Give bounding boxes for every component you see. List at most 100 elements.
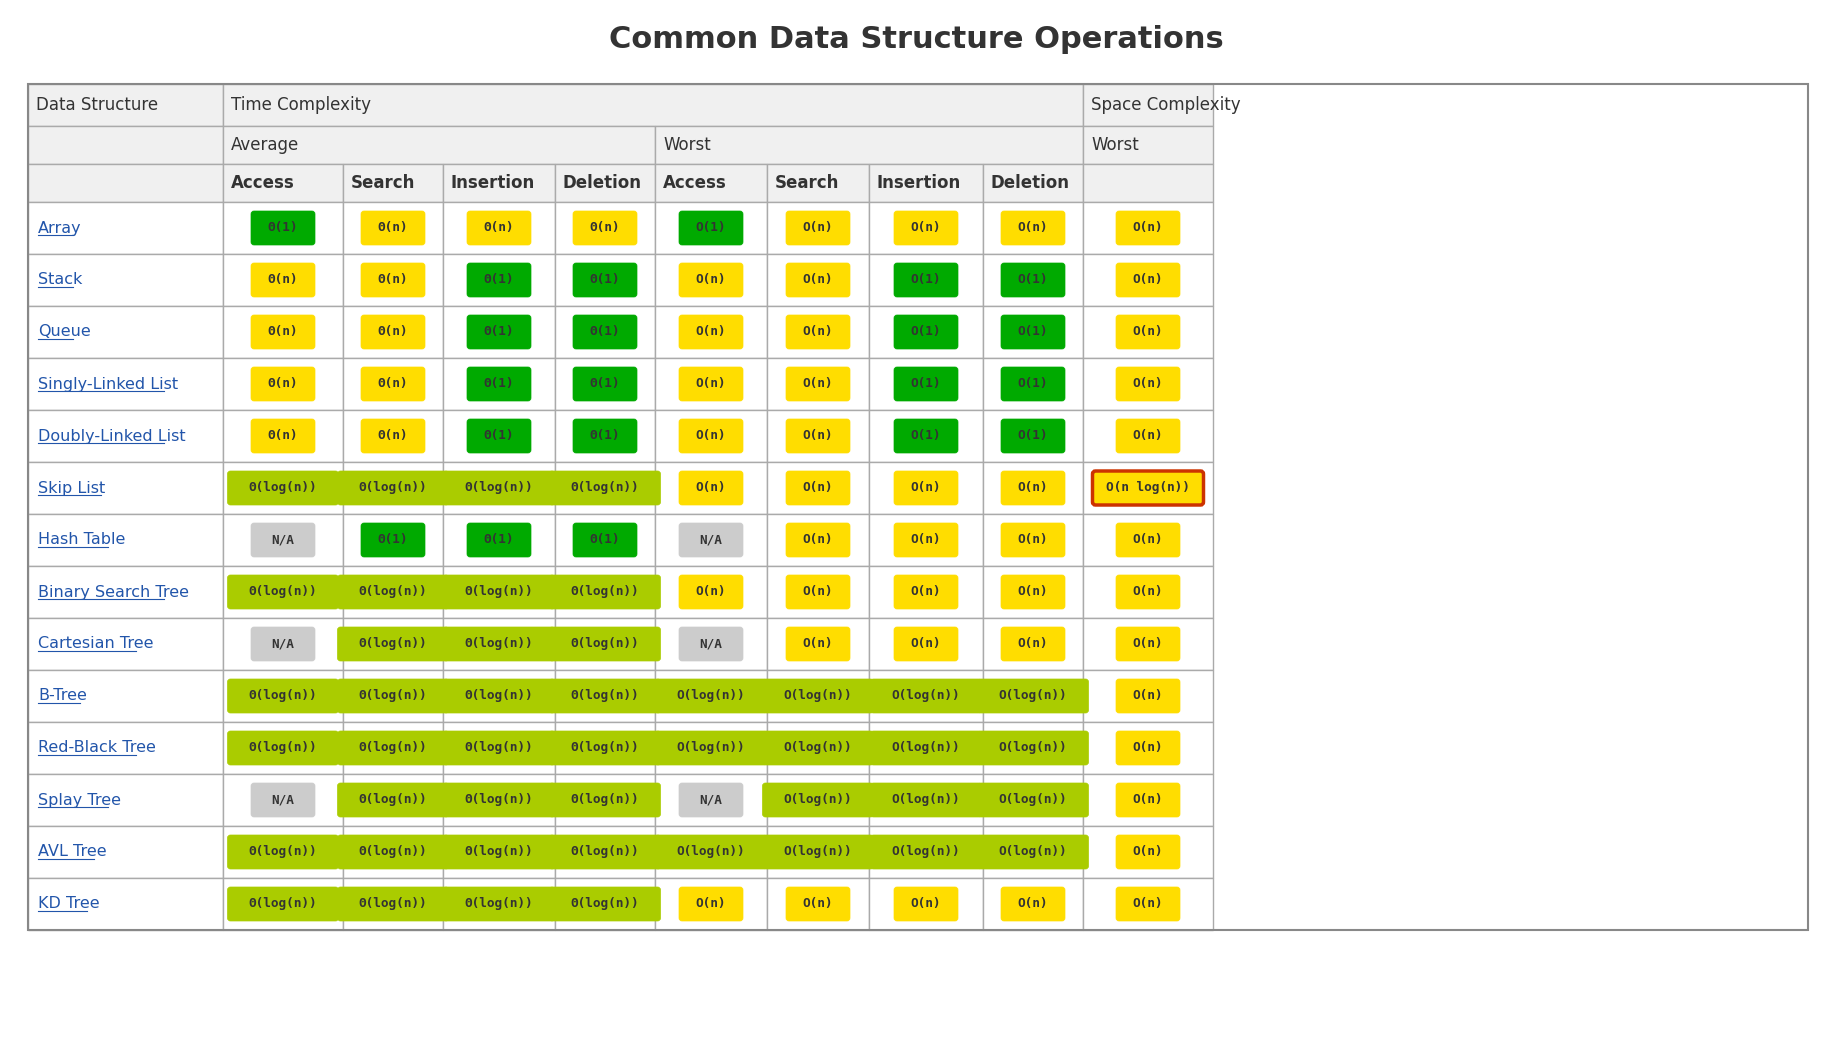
Text: O(log(n)): O(log(n)): [676, 845, 746, 858]
Text: Skip List: Skip List: [38, 480, 104, 495]
FancyBboxPatch shape: [868, 670, 982, 722]
Text: O(n): O(n): [696, 274, 725, 286]
FancyBboxPatch shape: [1083, 878, 1213, 930]
Text: N/A: N/A: [271, 534, 295, 547]
FancyBboxPatch shape: [1083, 84, 1213, 126]
FancyBboxPatch shape: [982, 618, 1083, 670]
FancyBboxPatch shape: [678, 315, 742, 349]
FancyBboxPatch shape: [894, 471, 958, 505]
Text: Θ(log(n)): Θ(log(n)): [359, 793, 427, 807]
Text: O(n): O(n): [911, 221, 942, 235]
FancyBboxPatch shape: [443, 164, 555, 202]
Text: O(log(n)): O(log(n)): [890, 742, 960, 754]
Text: Θ(log(n)): Θ(log(n)): [570, 793, 639, 807]
FancyBboxPatch shape: [868, 566, 982, 618]
FancyBboxPatch shape: [976, 731, 1088, 765]
FancyBboxPatch shape: [443, 878, 555, 930]
Text: O(log(n)): O(log(n)): [784, 845, 852, 858]
FancyBboxPatch shape: [443, 783, 555, 817]
FancyBboxPatch shape: [550, 887, 660, 921]
Text: N/A: N/A: [271, 793, 295, 807]
FancyBboxPatch shape: [224, 618, 343, 670]
FancyBboxPatch shape: [550, 575, 660, 609]
FancyBboxPatch shape: [766, 254, 868, 306]
Text: Θ(log(n)): Θ(log(n)): [465, 481, 533, 494]
Text: O(n): O(n): [802, 325, 834, 339]
Text: O(n): O(n): [1132, 742, 1163, 754]
FancyBboxPatch shape: [224, 462, 343, 514]
Text: Θ(n): Θ(n): [377, 378, 409, 390]
FancyBboxPatch shape: [343, 514, 443, 566]
FancyBboxPatch shape: [766, 358, 868, 410]
FancyBboxPatch shape: [654, 774, 766, 826]
FancyBboxPatch shape: [786, 575, 850, 609]
Text: KD Tree: KD Tree: [38, 897, 99, 912]
Text: Θ(1): Θ(1): [590, 534, 619, 547]
Text: Θ(n): Θ(n): [267, 325, 299, 339]
FancyBboxPatch shape: [1083, 670, 1213, 722]
FancyBboxPatch shape: [443, 202, 555, 254]
Text: O(1): O(1): [911, 325, 942, 339]
FancyBboxPatch shape: [467, 315, 531, 349]
Text: O(1): O(1): [1017, 429, 1048, 443]
FancyBboxPatch shape: [443, 462, 555, 514]
Text: Deletion: Deletion: [991, 174, 1070, 192]
FancyBboxPatch shape: [1083, 410, 1213, 462]
FancyBboxPatch shape: [678, 263, 742, 297]
Text: Θ(log(n)): Θ(log(n)): [465, 689, 533, 703]
FancyBboxPatch shape: [343, 878, 443, 930]
Text: O(n): O(n): [1132, 845, 1163, 858]
FancyBboxPatch shape: [443, 514, 555, 566]
FancyBboxPatch shape: [1000, 523, 1064, 557]
Text: Θ(log(n)): Θ(log(n)): [465, 845, 533, 858]
FancyBboxPatch shape: [786, 211, 850, 245]
Text: Hash Table: Hash Table: [38, 533, 125, 548]
FancyBboxPatch shape: [555, 462, 654, 514]
Text: Worst: Worst: [1090, 136, 1138, 154]
FancyBboxPatch shape: [1000, 315, 1064, 349]
FancyBboxPatch shape: [1116, 783, 1180, 817]
Text: Θ(log(n)): Θ(log(n)): [570, 638, 639, 650]
Text: O(n): O(n): [1132, 793, 1163, 807]
Text: O(log(n)): O(log(n)): [998, 793, 1066, 807]
Text: Θ(n): Θ(n): [590, 221, 619, 235]
FancyBboxPatch shape: [868, 202, 982, 254]
Text: O(log(n)): O(log(n)): [890, 845, 960, 858]
FancyBboxPatch shape: [894, 575, 958, 609]
Text: O(1): O(1): [1017, 274, 1048, 286]
FancyBboxPatch shape: [678, 783, 742, 817]
Text: Θ(log(n)): Θ(log(n)): [465, 638, 533, 650]
FancyBboxPatch shape: [343, 826, 443, 878]
Text: N/A: N/A: [700, 638, 722, 650]
FancyBboxPatch shape: [27, 826, 224, 878]
Text: Θ(log(n)): Θ(log(n)): [570, 898, 639, 911]
Text: Θ(n): Θ(n): [267, 429, 299, 443]
FancyBboxPatch shape: [654, 670, 766, 722]
FancyBboxPatch shape: [555, 566, 654, 618]
Text: Θ(log(n)): Θ(log(n)): [359, 898, 427, 911]
Text: O(n): O(n): [1132, 325, 1163, 339]
FancyBboxPatch shape: [550, 835, 660, 869]
FancyBboxPatch shape: [656, 835, 766, 869]
FancyBboxPatch shape: [555, 202, 654, 254]
FancyBboxPatch shape: [443, 618, 555, 670]
Text: N/A: N/A: [271, 638, 295, 650]
FancyBboxPatch shape: [894, 627, 958, 661]
FancyBboxPatch shape: [224, 306, 343, 358]
Text: Access: Access: [663, 174, 725, 192]
FancyBboxPatch shape: [555, 164, 654, 202]
Text: Θ(log(n)): Θ(log(n)): [465, 742, 533, 754]
Text: O(n): O(n): [802, 585, 834, 599]
FancyBboxPatch shape: [443, 358, 555, 410]
Text: O(n): O(n): [696, 898, 725, 911]
FancyBboxPatch shape: [982, 164, 1083, 202]
FancyBboxPatch shape: [27, 126, 224, 164]
Text: Θ(1): Θ(1): [377, 534, 409, 547]
FancyBboxPatch shape: [27, 202, 224, 254]
FancyBboxPatch shape: [982, 306, 1083, 358]
FancyBboxPatch shape: [224, 202, 343, 254]
Text: O(1): O(1): [911, 378, 942, 390]
FancyBboxPatch shape: [27, 164, 224, 202]
Text: O(n): O(n): [696, 481, 725, 494]
FancyBboxPatch shape: [1083, 126, 1213, 164]
